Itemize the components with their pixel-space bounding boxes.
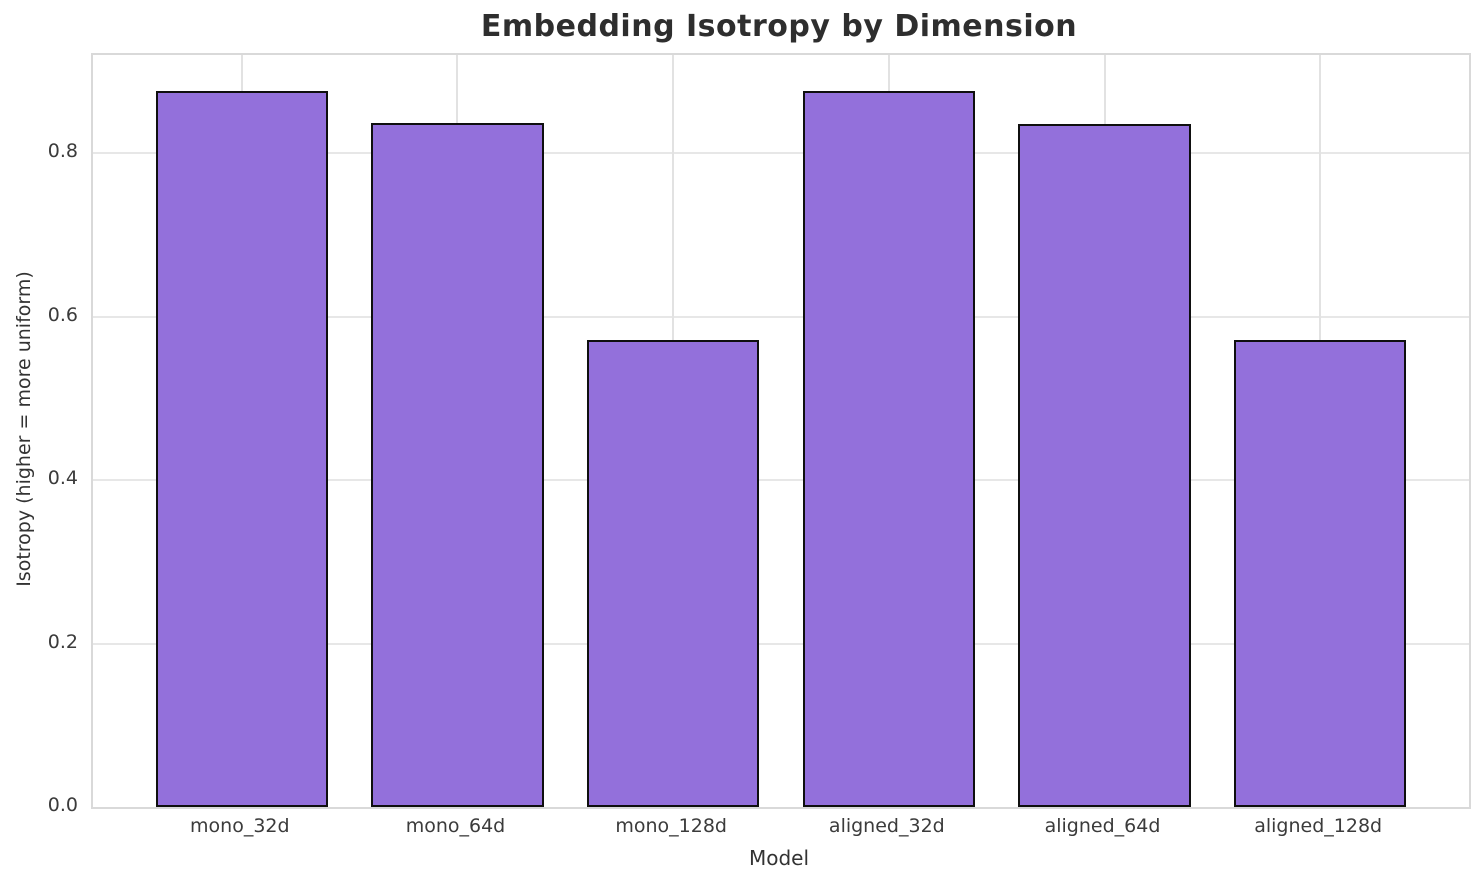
- bar-aligned_32d: [802, 90, 976, 807]
- gridline-y-0.4: [93, 479, 1469, 482]
- x-tick-label-mono_128d: mono_128d: [615, 815, 727, 837]
- x-tick-label-aligned_32d: aligned_32d: [828, 815, 945, 837]
- y-tick-label-0.0: 0.0: [47, 794, 78, 816]
- gridline-y-0.8: [93, 152, 1469, 155]
- y-tick-label-0.8: 0.8: [47, 140, 78, 163]
- x-tick-label-mono_32d: mono_32d: [190, 815, 290, 837]
- bar-mono_64d: [371, 122, 544, 807]
- gridline-y-0.2: [93, 642, 1469, 645]
- bar-aligned_64d: [1018, 123, 1191, 807]
- gridline-y-0.6: [93, 315, 1469, 318]
- bar-aligned_128d: [1233, 340, 1407, 807]
- y-tick-label-0.2: 0.2: [47, 630, 78, 653]
- bar-mono_128d: [586, 340, 760, 807]
- chart-title: Embedding Isotropy by Dimension: [480, 9, 1078, 44]
- plot-area: [91, 53, 1471, 809]
- x-tick-label-mono_64d: mono_64d: [405, 815, 506, 837]
- x-axis-label: Model: [748, 846, 810, 870]
- x-tick-label-aligned_128d: aligned_128d: [1254, 815, 1383, 837]
- y-axis-label: Isotropy (higher = more uniform): [13, 271, 35, 587]
- bar-mono_32d: [155, 90, 329, 807]
- y-tick-label-0.6: 0.6: [47, 303, 78, 326]
- y-tick-label-0.4: 0.4: [47, 467, 78, 490]
- x-tick-label-aligned_64d: aligned_64d: [1044, 815, 1161, 837]
